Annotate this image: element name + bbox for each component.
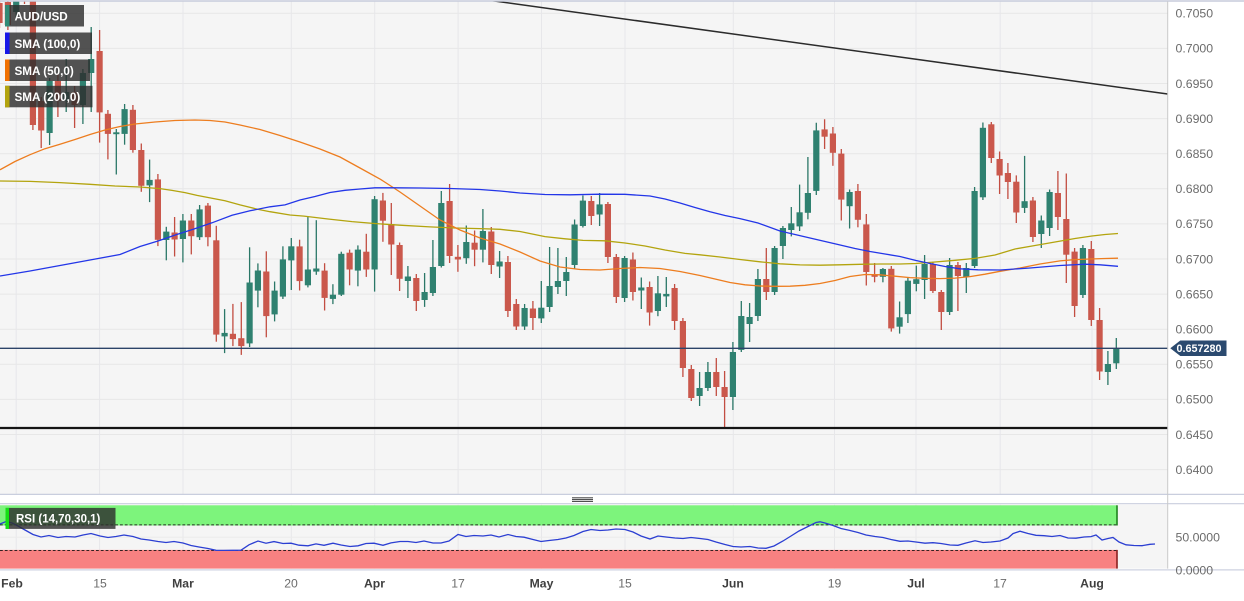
svg-text:0.6750: 0.6750 — [1176, 217, 1214, 231]
svg-text:0.6700: 0.6700 — [1176, 252, 1214, 266]
svg-text:Mar: Mar — [172, 577, 194, 591]
svg-text:15: 15 — [93, 577, 107, 591]
svg-text:0.6800: 0.6800 — [1176, 182, 1214, 196]
svg-text:AUD/USD: AUD/USD — [15, 10, 68, 23]
svg-text:0.6600: 0.6600 — [1176, 323, 1214, 337]
svg-text:0.7050: 0.7050 — [1176, 7, 1214, 21]
svg-text:0.6650: 0.6650 — [1176, 287, 1214, 301]
svg-text:RSI (14,70,30,1): RSI (14,70,30,1) — [16, 514, 101, 526]
svg-text:50.0000: 50.0000 — [1176, 530, 1221, 544]
svg-text:SMA (100,0): SMA (100,0) — [15, 38, 81, 51]
svg-text:0.6400: 0.6400 — [1176, 463, 1214, 477]
svg-text:0.7000: 0.7000 — [1176, 42, 1214, 56]
svg-text:17: 17 — [993, 577, 1007, 591]
svg-text:Apr: Apr — [364, 577, 385, 591]
svg-text:0.6950: 0.6950 — [1176, 77, 1214, 91]
svg-text:Jun: Jun — [722, 577, 744, 591]
svg-text:0.6850: 0.6850 — [1176, 147, 1214, 161]
svg-text:15: 15 — [618, 577, 632, 591]
svg-text:Jul: Jul — [907, 577, 925, 591]
svg-text:19: 19 — [828, 577, 842, 591]
svg-text:0.6450: 0.6450 — [1176, 428, 1214, 442]
svg-text:SMA (200,0): SMA (200,0) — [15, 91, 81, 104]
svg-text:Aug: Aug — [1080, 577, 1104, 591]
svg-text:SMA (50,0): SMA (50,0) — [15, 65, 74, 78]
svg-text:17: 17 — [451, 577, 465, 591]
svg-text:May: May — [530, 577, 554, 591]
svg-text:0.6500: 0.6500 — [1176, 393, 1214, 407]
svg-text:0.6900: 0.6900 — [1176, 112, 1214, 126]
svg-text:0.0000: 0.0000 — [1176, 563, 1214, 577]
svg-text:0.6550: 0.6550 — [1176, 358, 1214, 372]
svg-text:0.657280: 0.657280 — [1176, 343, 1221, 355]
svg-text:Feb: Feb — [1, 577, 23, 591]
svg-text:20: 20 — [284, 577, 298, 591]
